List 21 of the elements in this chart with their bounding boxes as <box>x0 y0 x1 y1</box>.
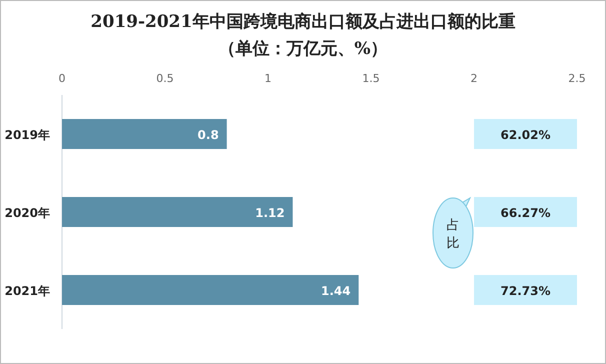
bar <box>62 275 359 305</box>
annotation: 72.73% <box>500 284 550 298</box>
bar <box>62 119 227 149</box>
bar <box>62 197 293 227</box>
y-tick-label: 2020年 <box>4 206 50 220</box>
y-tick-label: 2021年 <box>4 284 50 298</box>
x-tick-label: 1.5 <box>362 72 380 85</box>
annotation: 62.02% <box>500 128 550 142</box>
data-label: 0.8 <box>198 128 219 142</box>
chart-subtitle: （单位：万亿元、%） <box>218 39 388 59</box>
x-tick-label: 2 <box>470 72 478 85</box>
x-tick-label: 2.5 <box>568 72 586 85</box>
y-tick-label: 2019年 <box>4 128 50 142</box>
chart-title: 2019-2021年中国跨境电商出口额及占进出口额的比重 <box>90 12 516 32</box>
data-label: 1.44 <box>321 284 351 298</box>
x-tick-label: 0.5 <box>156 72 174 85</box>
annotation: 占比 <box>446 218 460 251</box>
data-label: 1.12 <box>255 206 285 220</box>
x-tick-label: 0 <box>58 72 66 85</box>
annotation: 66.27% <box>500 206 550 220</box>
x-tick-label: 1 <box>264 72 272 85</box>
